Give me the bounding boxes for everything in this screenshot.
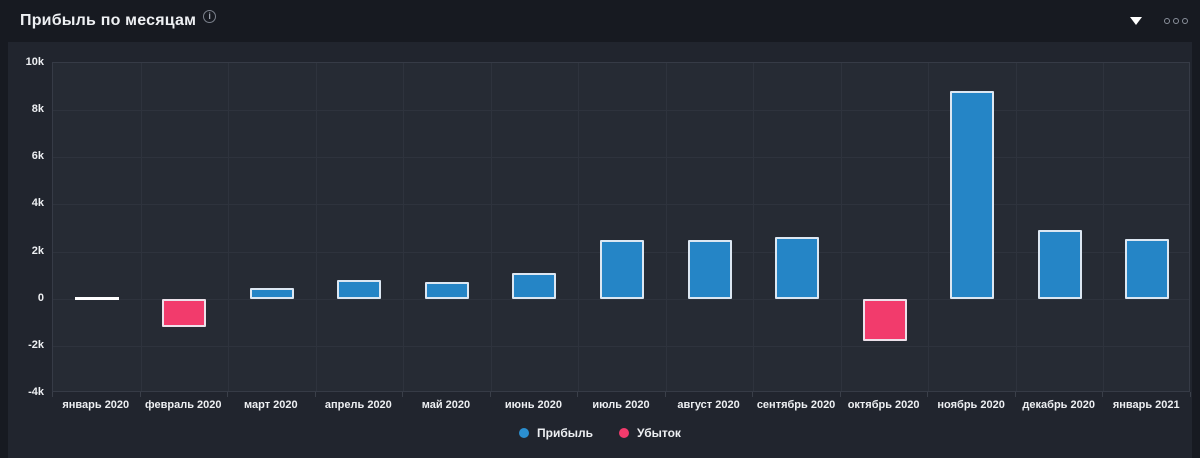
bar[interactable] — [600, 239, 644, 299]
header-actions — [1130, 0, 1188, 42]
x-axis-tick-label: октябрь 2020 — [847, 399, 920, 411]
h-gridline — [53, 157, 1189, 159]
x-axis-tick-label: сентябрь 2020 — [756, 399, 836, 411]
x-axis-tick — [752, 392, 754, 397]
y-axis-tick-label: 10k — [25, 56, 44, 68]
h-gridline — [53, 298, 1189, 300]
v-gridline — [928, 63, 930, 391]
y-axis-tick-label: 2k — [31, 244, 44, 257]
bar[interactable] — [337, 279, 382, 299]
x-axis-tick — [1014, 392, 1016, 397]
h-gridline — [53, 204, 1189, 206]
x-axis-tick-label: февраль 2020 — [145, 399, 222, 411]
v-gridline — [840, 63, 842, 391]
v-gridline — [403, 63, 405, 391]
chart-legend: Прибыль Убыток — [8, 426, 1192, 440]
y-axis-tick-label: -2k — [28, 338, 44, 351]
x-axis-tick-label: июнь 2020 — [504, 399, 562, 411]
x-axis-tick — [664, 392, 666, 397]
dot — [1164, 18, 1170, 24]
x-axis-tick — [402, 392, 404, 397]
v-gridline — [1103, 63, 1105, 391]
y-axis-tick-label: 6k — [31, 150, 44, 163]
more-options-icon[interactable] — [1164, 18, 1188, 24]
y-axis-tick-label: 4k — [31, 197, 44, 210]
collapse-caret-icon[interactable] — [1130, 17, 1142, 25]
legend-dot-icon — [519, 428, 530, 438]
x-axis-tick — [139, 392, 141, 397]
y-axis-tick-label: -4k — [28, 386, 44, 398]
legend-item[interactable]: Прибыль — [519, 426, 593, 440]
dot — [1182, 18, 1188, 24]
y-axis-tick-label: 0 — [37, 291, 44, 304]
v-gridline — [228, 63, 230, 391]
x-axis-tick — [577, 392, 579, 397]
v-gridline — [315, 63, 317, 391]
y-axis-tick-label: 8k — [31, 103, 44, 116]
dot — [1173, 18, 1179, 24]
bar[interactable] — [424, 281, 469, 299]
x-axis-tick — [839, 392, 841, 397]
legend-label: Убыток — [637, 426, 681, 440]
v-gridline — [140, 63, 142, 391]
x-axis-tick — [314, 392, 316, 397]
x-axis-tick-label: август 2020 — [677, 399, 740, 411]
x-axis-tick — [489, 392, 491, 397]
bar[interactable] — [1125, 239, 1170, 299]
x-axis-tick-label: январь 2021 — [1112, 399, 1180, 411]
x-axis-tick-label: декабрь 2020 — [1022, 399, 1095, 411]
h-gridline — [53, 345, 1189, 347]
x-axis-tick — [927, 392, 929, 397]
x-axis-tick-label: апрель 2020 — [324, 399, 392, 411]
bar[interactable] — [687, 240, 732, 299]
v-gridline — [490, 63, 492, 391]
x-axis-tick-label: ноябрь 2020 — [937, 399, 1005, 411]
bar[interactable] — [1037, 230, 1082, 299]
x-axis-tick — [52, 392, 53, 397]
chart-title: Прибыль по месяцам — [20, 12, 197, 29]
v-gridline — [1015, 63, 1017, 391]
x-axis-tick — [1102, 392, 1104, 397]
x-axis-tick-label: январь 2020 — [62, 399, 130, 411]
bar[interactable] — [74, 297, 119, 301]
chart-panel: Прибыль Убыток 10k 8k 6k 4k 2k 0 -2k -4k январь 2… — [8, 42, 1192, 458]
plot-area — [52, 62, 1190, 392]
v-gridline — [578, 63, 580, 391]
x-axis-tick-label: март 2020 — [244, 399, 298, 411]
v-gridline — [753, 63, 755, 391]
bar[interactable] — [775, 236, 820, 299]
x-axis-tick — [227, 392, 229, 397]
bar[interactable] — [162, 298, 207, 327]
v-gridline — [665, 63, 667, 391]
x-axis-tick — [1190, 392, 1191, 397]
h-gridline — [53, 110, 1189, 112]
bar[interactable] — [862, 298, 907, 342]
bar[interactable] — [512, 272, 557, 299]
card-header: Прибыль по месяцам i — [0, 0, 1200, 42]
x-axis-tick-label: май 2020 — [421, 399, 471, 411]
x-axis-tick-label: июль 2020 — [592, 399, 650, 411]
bar[interactable] — [249, 288, 294, 299]
legend-item[interactable]: Убыток — [619, 426, 681, 440]
legend-label: Прибыль — [537, 426, 594, 440]
legend-dot-icon — [619, 428, 630, 438]
info-icon[interactable]: i — [203, 9, 217, 23]
bar[interactable] — [950, 91, 995, 299]
